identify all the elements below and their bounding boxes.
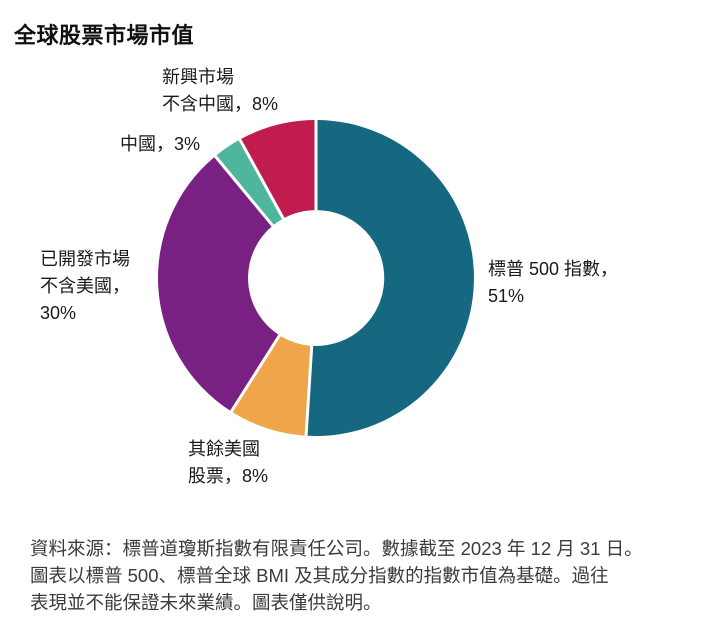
donut-slice-1 [232, 336, 311, 436]
donut-slice-2 [158, 157, 279, 411]
donut-chart [158, 120, 474, 437]
slice-label-china: 中國，3% [120, 134, 201, 154]
donut-slice-3 [216, 140, 282, 225]
donut-slice-4 [241, 120, 315, 218]
chart-title: 全球股票市場市值 [14, 23, 195, 48]
slice-label-developed-markets-ex-us: 已開發市場 不含美國， 30% [40, 249, 130, 323]
slice-label-rest-us-stocks: 其餘美國 股票，8% [188, 439, 269, 486]
slice-label-sp500: 標普 500 指數， 51% [488, 259, 619, 306]
source-disclaimer: 資料來源：標普道瓊斯指數有限責任公司。數據截至 2023 年 12 月 31 日… [30, 538, 643, 613]
slice-label-emerging-markets-ex-china: 新興市場 不含中國，8% [162, 67, 279, 114]
donut-slice-0 [307, 120, 474, 437]
